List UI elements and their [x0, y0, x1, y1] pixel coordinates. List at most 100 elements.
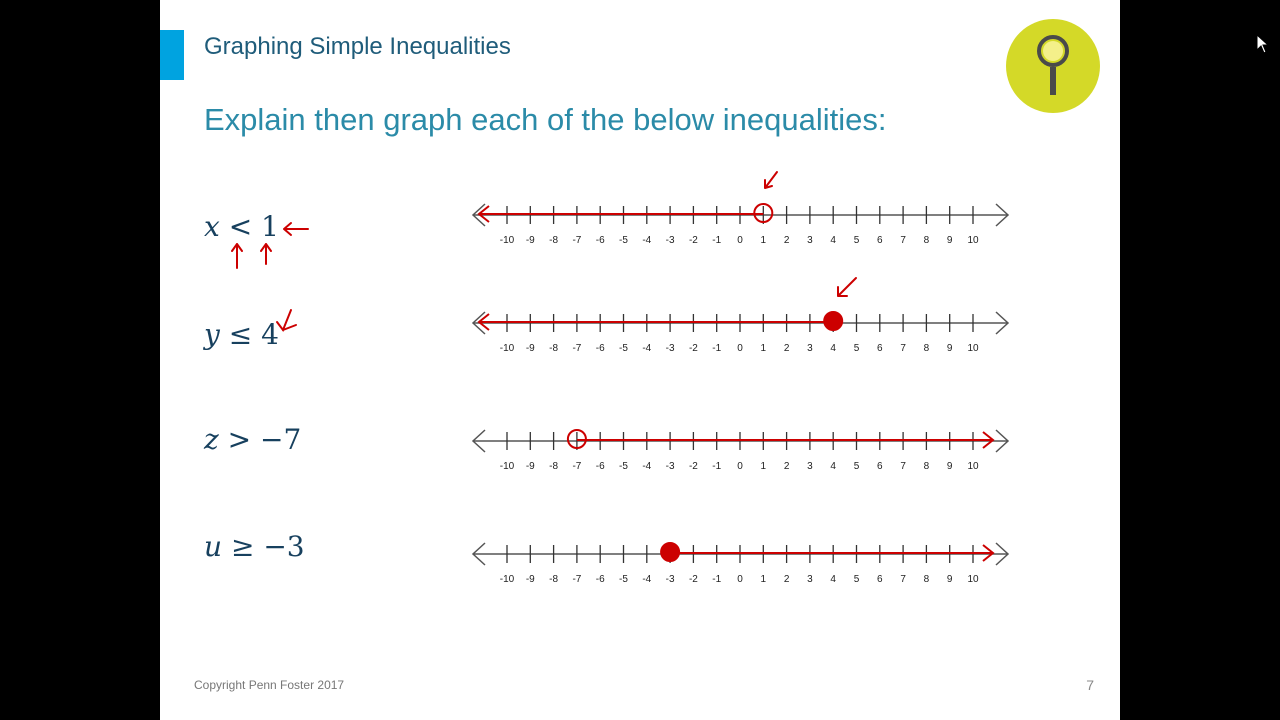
tick-label: 7 — [900, 235, 906, 246]
number-line-2: -10 -9 -8 -7 -6 -5 -4 -3 -2 -1 0 1 2 3 4 5 6 7 8 9 10 — [465, 303, 1015, 354]
solution-arrowhead — [982, 431, 995, 449]
tick-label: -5 — [619, 574, 628, 585]
tick-label: 2 — [784, 461, 790, 472]
tick-label: 4 — [830, 235, 836, 246]
tick-label: -6 — [596, 235, 605, 246]
tick-label: -8 — [549, 235, 558, 246]
inequality-4: u ≥ −3 — [204, 530, 305, 563]
tick-label: 7 — [900, 461, 906, 472]
axis-right-arrowhead — [995, 542, 1010, 566]
tick-label: -3 — [666, 343, 675, 354]
tick-label: -1 — [712, 461, 721, 472]
tick-label: 6 — [877, 235, 883, 246]
axis-left-arrowhead — [471, 203, 486, 227]
tick-label: 9 — [947, 461, 953, 472]
inequality-value: −3 — [263, 530, 305, 563]
axis-left-arrowhead — [471, 311, 486, 335]
closed-endpoint — [823, 311, 844, 331]
tick-label: 6 — [877, 461, 883, 472]
tick-label: 1 — [761, 574, 767, 585]
tick-label: 9 — [947, 343, 953, 354]
page-number: 7 — [1086, 677, 1094, 693]
tick-label: -1 — [712, 235, 721, 246]
tick-label: -7 — [572, 574, 581, 585]
inequality-operator: ≤ — [228, 318, 253, 351]
open-endpoint — [753, 203, 774, 223]
magnifying-glass-icon — [1005, 18, 1101, 114]
tick-label: -7 — [572, 461, 581, 472]
tick-label: 4 — [830, 574, 836, 585]
tick-label: -9 — [526, 235, 535, 246]
tick-label: 6 — [877, 343, 883, 354]
tick-label: 9 — [947, 574, 953, 585]
inequality-variable: z — [204, 423, 219, 456]
tick-label: -6 — [596, 574, 605, 585]
tick-label: -6 — [596, 343, 605, 354]
tick-label: -8 — [549, 461, 558, 472]
axis-right-arrowhead — [995, 429, 1010, 453]
tick-label: 7 — [900, 343, 906, 354]
tick-label: 5 — [854, 343, 860, 354]
tick-label: -7 — [572, 343, 581, 354]
tick-label: 5 — [854, 235, 860, 246]
inequality-variable: x — [204, 210, 220, 243]
tick-label: -1 — [712, 343, 721, 354]
tick-label: 0 — [737, 343, 743, 354]
tick-label: -2 — [689, 343, 698, 354]
tick-label: 3 — [807, 343, 813, 354]
tick-label: 1 — [761, 235, 767, 246]
tick-label: -4 — [642, 343, 651, 354]
tick-label: 8 — [924, 574, 930, 585]
tick-label: 8 — [924, 461, 930, 472]
tick-label: 2 — [784, 343, 790, 354]
tick-label: -3 — [666, 235, 675, 246]
tick-label: -9 — [526, 574, 535, 585]
mouse-cursor-icon — [1256, 34, 1270, 54]
tick-label: 0 — [737, 235, 743, 246]
tick-label: 8 — [924, 343, 930, 354]
copyright-footer: Copyright Penn Foster 2017 — [194, 678, 345, 692]
tick-label: 9 — [947, 235, 953, 246]
axis-right-arrowhead — [995, 203, 1010, 227]
axis-right-arrowhead — [995, 311, 1010, 335]
solution-arrowhead — [982, 544, 995, 562]
instruction-text: Explain then graph each of the below ine… — [204, 102, 887, 137]
tick-label: -5 — [619, 343, 628, 354]
tick-label: -4 — [642, 235, 651, 246]
tick-label: -4 — [642, 461, 651, 472]
tick-label: 5 — [854, 461, 860, 472]
tick-label: -9 — [526, 343, 535, 354]
tick-label: 3 — [807, 574, 813, 585]
tick-label: -10 — [500, 343, 515, 354]
inequality-3: z > −7 — [204, 423, 301, 456]
tick-label: 5 — [854, 574, 860, 585]
inequality-operator: < — [228, 210, 253, 243]
closed-endpoint — [660, 542, 681, 562]
tick-label: -5 — [619, 235, 628, 246]
inequality-operator: > — [227, 423, 252, 456]
tick-label: 1 — [761, 343, 767, 354]
tick-label: 2 — [784, 235, 790, 246]
inequality-variable: y — [204, 318, 220, 351]
tick-label: -3 — [666, 461, 675, 472]
number-line-3: -10 -9 -8 -7 -6 -5 -4 -3 -2 -1 0 1 2 3 4 5 6 7 8 9 10 — [465, 421, 1015, 472]
tick-label: -1 — [712, 574, 721, 585]
tick-label: 10 — [967, 574, 979, 585]
tick-label: -2 — [689, 235, 698, 246]
inequality-operator: ≥ — [230, 530, 255, 563]
tick-label: 8 — [924, 235, 930, 246]
inequality-variable: u — [204, 530, 223, 563]
inequality-1: x < 1 — [204, 210, 279, 243]
tick-label: -8 — [549, 343, 558, 354]
tick-label: -8 — [549, 574, 558, 585]
tick-label: -4 — [642, 574, 651, 585]
number-line-4: -10 -9 -8 -7 -6 -5 -4 -3 -2 -1 0 1 2 3 4 5 6 7 8 9 10 — [465, 534, 1015, 585]
tick-label: -10 — [500, 574, 515, 585]
tick-label: 4 — [830, 343, 836, 354]
open-endpoint — [566, 429, 587, 449]
tick-label: -2 — [689, 574, 698, 585]
tick-label: 2 — [784, 574, 790, 585]
tick-label: 0 — [737, 574, 743, 585]
tick-label: -10 — [500, 461, 515, 472]
tick-label: 3 — [807, 235, 813, 246]
